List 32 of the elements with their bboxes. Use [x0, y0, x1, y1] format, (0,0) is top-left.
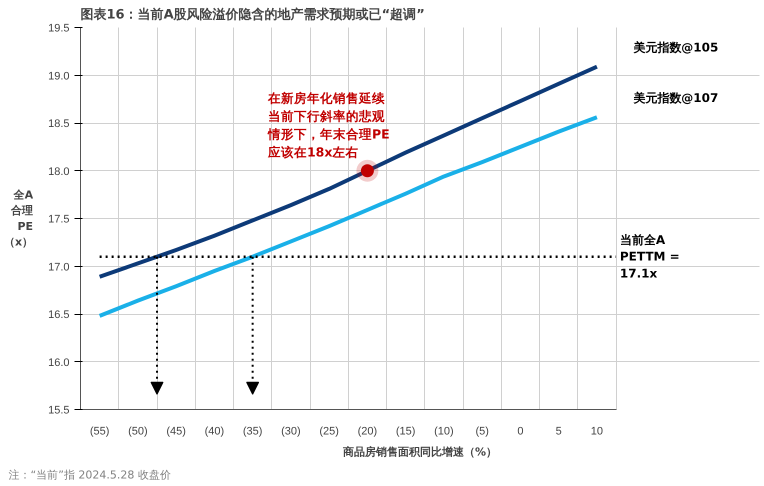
y-tick-label: 18.5 — [48, 118, 70, 130]
y-tick-label: 19.0 — [48, 70, 70, 82]
x-tick-label: (25) — [319, 426, 339, 438]
text: 注：“当前”指 2024.5.28 收盘价 — [8, 468, 171, 482]
x-tick-label: (40) — [204, 426, 224, 438]
x-tick-label: (5) — [475, 426, 489, 438]
y-tick-label: 19.5 — [48, 22, 70, 34]
x-tick-label: (55) — [90, 426, 110, 438]
x-tick-label: (45) — [166, 426, 186, 438]
x-tick-label: (10) — [434, 426, 454, 438]
line-series — [98, 64, 599, 279]
x-tick-label: 5 — [556, 426, 562, 438]
y-tick-label: 16.0 — [48, 356, 70, 369]
x-tick-label: (20) — [358, 426, 378, 438]
y-tick-label: 16.5 — [48, 309, 70, 321]
x-tick-label: (50) — [128, 426, 148, 438]
y-tick-label: 15.5 — [48, 404, 70, 416]
x-tick-label: 10 — [590, 426, 604, 438]
x-tick-label: 0 — [517, 426, 524, 438]
y-tick-label: 17.5 — [48, 214, 70, 226]
x-axis-title: 商品房销售面积同比增速（%） — [342, 446, 498, 458]
x-tick-label: (15) — [396, 426, 416, 438]
annotation: 在新房年化销售延续当前下行斜率的悲观情形下，年末合理PE应该在18x左右 — [266, 90, 390, 160]
x-tick-label: (30) — [281, 426, 301, 438]
ref-line-label: 当前全A PETTM = 17.1x — [620, 232, 680, 280]
y-tick-label: 17.0 — [48, 261, 70, 274]
text: 美元指数@107 — [632, 91, 718, 106]
chart-title: 图表16：当前A股风险溢价隐含的地产需求预期或已“超调” — [80, 6, 425, 22]
x-tick-label: (35) — [242, 426, 262, 438]
y-axis-title: 全A合理PE（x） — [4, 188, 34, 248]
y-tick-label: 18.0 — [48, 166, 70, 178]
text: 美元指数@105 — [632, 40, 718, 55]
